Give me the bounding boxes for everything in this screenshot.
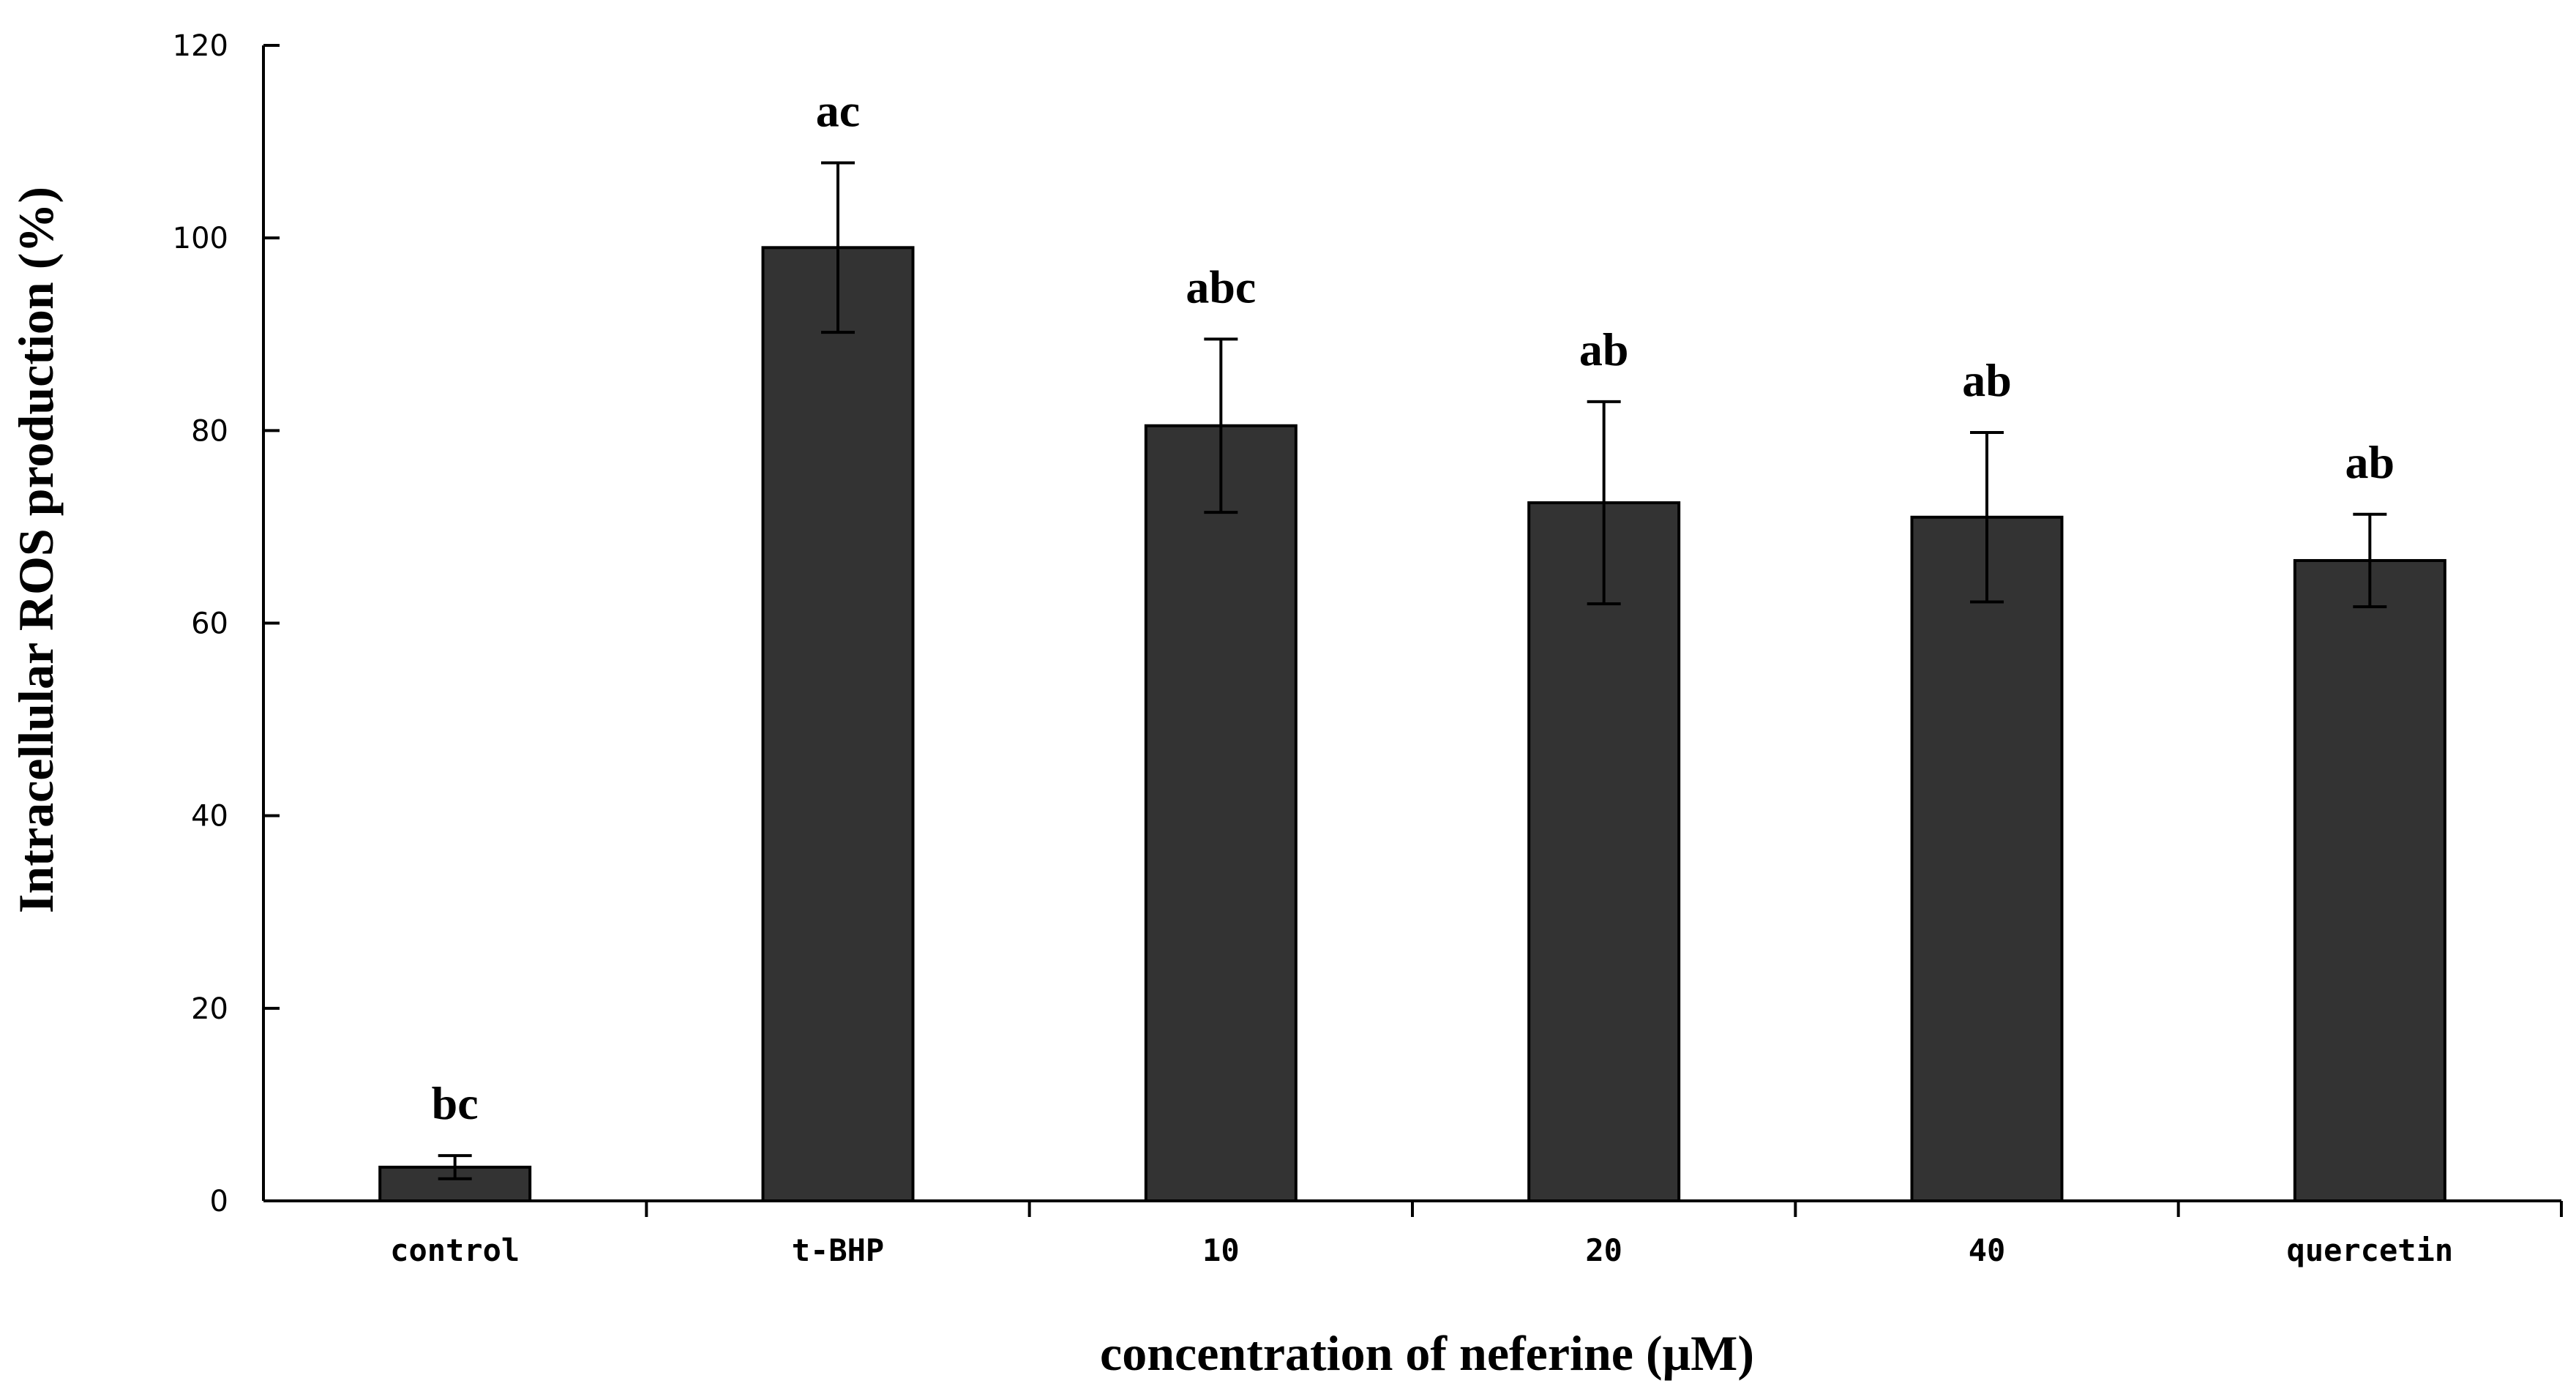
bar [1144, 424, 1298, 1202]
significance-label: ac [816, 85, 860, 137]
error-bars [438, 161, 2387, 1180]
x-tick-label: t-BHP [792, 1232, 884, 1268]
y-axis-title: Intracellular ROS production (%) [8, 187, 64, 913]
significance-label: abc [1186, 261, 1256, 312]
y-tick-label: 20 [191, 992, 228, 1026]
bars [378, 246, 2446, 1203]
significance-label: ab [1579, 323, 1629, 375]
bar [761, 246, 915, 1203]
axes [262, 45, 2561, 1202]
significance-labels: bc ac abc ab ab ab [432, 85, 2395, 1130]
x-tick-label: 10 [1202, 1232, 1240, 1268]
x-axis-title: concentration of neferine (μM) [1100, 1325, 1754, 1381]
bar [1527, 501, 1681, 1202]
y-ticks: 0 20 40 60 80 100 120 [173, 29, 280, 1218]
x-tick-label: control [390, 1232, 520, 1268]
x-tick-labels: control t-BHP 10 20 40 quercetin [390, 1232, 2453, 1268]
significance-label: ab [1962, 354, 2012, 406]
y-tick-label: 0 [210, 1185, 228, 1218]
bar [1910, 515, 2064, 1202]
significance-label: bc [432, 1077, 479, 1129]
significance-label: ab [2345, 436, 2395, 488]
x-tick-label: 20 [1585, 1232, 1622, 1268]
y-tick-label: 80 [191, 414, 228, 448]
x-tick-label: 40 [1969, 1232, 2006, 1268]
y-tick-label: 40 [191, 800, 228, 834]
x-tick-label: quercetin [2287, 1232, 2454, 1268]
y-tick-label: 60 [191, 607, 228, 641]
y-tick-label: 100 [173, 222, 228, 255]
bar [2293, 558, 2446, 1202]
y-tick-label: 120 [173, 29, 228, 63]
x-ticks [645, 1201, 2563, 1217]
